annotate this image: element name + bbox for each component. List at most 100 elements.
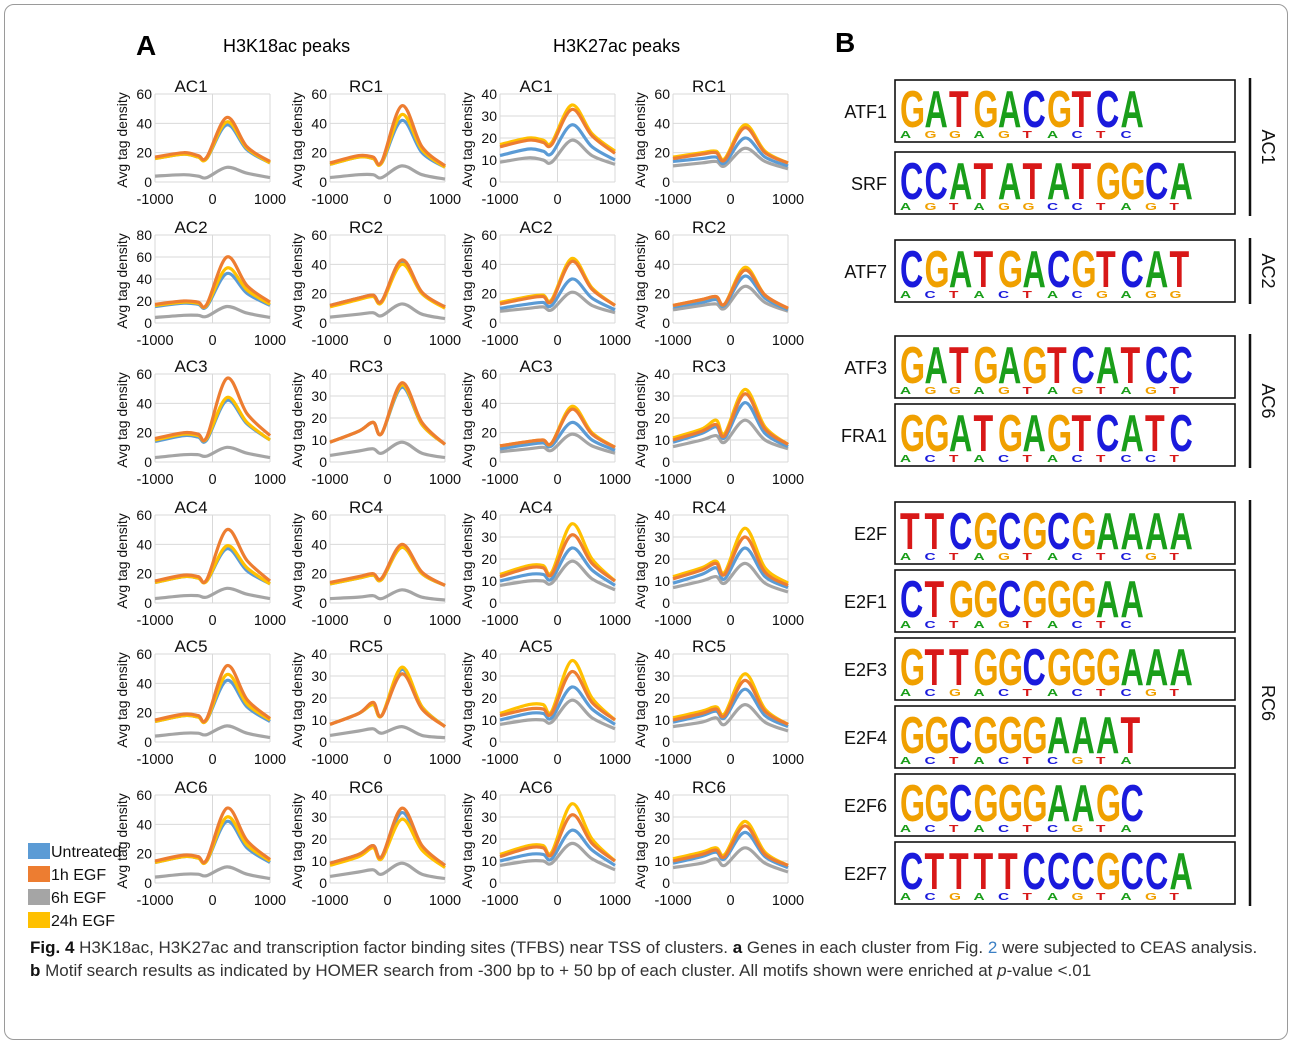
motif-base: G [1096,775,1121,833]
y-tick-label: 20 [654,410,670,426]
y-axis-label: Avg tag density [632,92,648,187]
chart-title: RC2 [692,218,726,237]
motif-base-minor: T [949,755,959,766]
chart-H3K18ac-AC3: 0 20 40 60 -1000 0 1000 Avg tag density AC3 [114,357,286,488]
y-axis-label: Avg tag density [459,233,475,328]
y-tick-label: 30 [654,529,670,545]
y-tick-label: 40 [654,646,670,662]
motif-base: G [1072,503,1097,561]
chart-H3K27ac-RC2: 0 20 40 60 -1000 0 1000 Avg tag density RC2 [632,218,804,349]
x-tick-label: -1000 [654,192,691,208]
caption-b-text: Motif search results as indicated by HOM… [45,961,993,980]
motif-base: G [974,503,999,561]
motif-base: G [1023,707,1048,765]
motif-base: A [1047,153,1070,211]
motif-base-minor: C [998,453,1009,464]
y-tick-label: 0 [662,315,670,331]
motif-base-minor: G [1072,823,1084,834]
x-tick-label: -1000 [136,613,173,629]
caption-a-text-2: were subjected to CEAS analysis. [1002,938,1258,957]
series-line-1h-egf [499,407,616,449]
motif-base-minor: G [925,201,937,212]
x-tick-label: 1000 [772,333,804,349]
motif-base: C [925,153,948,211]
y-tick-label: 40 [311,536,327,552]
bracket-ac1: AC1 [1248,78,1278,216]
motif-base-minor: T [1170,687,1180,698]
motif-base: G [974,707,999,765]
legend-swatch [28,866,50,882]
motif-base: G [925,405,950,463]
y-axis-label: Avg tag density [459,372,475,467]
motif-base-minor: C [1047,823,1058,834]
y-axis-label: Avg tag density [114,92,130,187]
chart-H3K18ac-AC6: 0 20 40 60 -1000 0 1000 Avg tag density AC6 [114,778,286,909]
series-line-1h-egf [329,672,446,728]
y-tick-label: 40 [136,536,152,552]
x-tick-label: 1000 [429,333,461,349]
x-tick-label: 1000 [254,893,286,909]
chart-title: AC1 [174,77,207,96]
y-tick-label: 0 [319,454,327,470]
y-axis-label: Avg tag density [632,233,648,328]
chart-title: RC5 [349,637,383,656]
motif-base-minor: A [974,129,985,140]
motif-base: T [1170,241,1190,299]
series-line-untreated [499,685,616,726]
series-line-6h-egf [672,703,789,733]
motif-base: C [949,775,972,833]
x-tick-label: 1000 [599,613,631,629]
motif-base-minor: A [1047,551,1058,562]
y-tick-label: 40 [481,507,497,523]
y-tick-label: 20 [311,566,327,582]
y-axis-label: Avg tag density [114,372,130,467]
x-tick-label: 0 [208,192,216,208]
motif-base-minor: C [998,891,1009,902]
motif-base: G [1047,639,1072,697]
y-tick-label: 30 [654,809,670,825]
x-tick-label: -1000 [481,613,518,629]
motif-base: T [1121,337,1141,395]
y-tick-label: 20 [136,705,152,721]
x-tick-label: 0 [553,192,561,208]
motif-base: G [998,241,1023,299]
x-tick-label: 0 [726,613,734,629]
motif-base: C [1121,241,1144,299]
y-axis-label: Avg tag density [114,513,130,608]
motif-e2f7: E2F7 CA TC TG TA TC CT CA CG GT CA CG AT [844,841,1236,905]
series-line-6h-egf [329,588,446,602]
motif-base-minor: C [998,755,1009,766]
figure-reference-link[interactable]: 2 [987,938,998,957]
motif-base-minor: T [1096,201,1106,212]
y-tick-label: 20 [654,286,670,302]
motif-base-minor: T [1023,289,1033,300]
y-tick-label: 20 [481,690,497,706]
bracket-label: AC6 [1258,383,1278,418]
x-tick-label: -1000 [136,192,173,208]
x-tick-label: 0 [553,752,561,768]
caption-title: H3K18ac, H3K27ac and transcription facto… [79,938,728,957]
chart-H3K27ac-AC3: 0 20 40 60 -1000 0 1000 Avg tag density AC3 [459,357,631,488]
legend-swatch [28,843,50,859]
motif-base: G [1023,337,1048,395]
motif-base-minor: T [1023,687,1033,698]
motif-base: T [1145,405,1165,463]
x-tick-label: 0 [726,192,734,208]
chart-H3K18ac-AC2: 0 20 40 60 80 -1000 0 1000 Avg tag density AC2 [114,218,286,349]
motif-base: T [1121,707,1141,765]
y-tick-label: 60 [311,507,327,523]
motif-base: T [949,639,969,697]
motif-box [894,403,1236,467]
motif-base: C [1072,843,1095,901]
y-tick-label: 40 [136,395,152,411]
motif-base: G [998,707,1023,765]
motif-base: G [900,639,925,697]
motif-base: A [1170,639,1193,697]
motif-base-minor: T [1096,551,1106,562]
motif-base-minor: C [925,891,936,902]
motif-base-minor: G [998,619,1010,630]
motif-base-minor: A [1121,289,1132,300]
motif-box [894,79,1236,143]
y-axis-label: Avg tag density [289,793,305,888]
y-axis-label: Avg tag density [289,233,305,328]
